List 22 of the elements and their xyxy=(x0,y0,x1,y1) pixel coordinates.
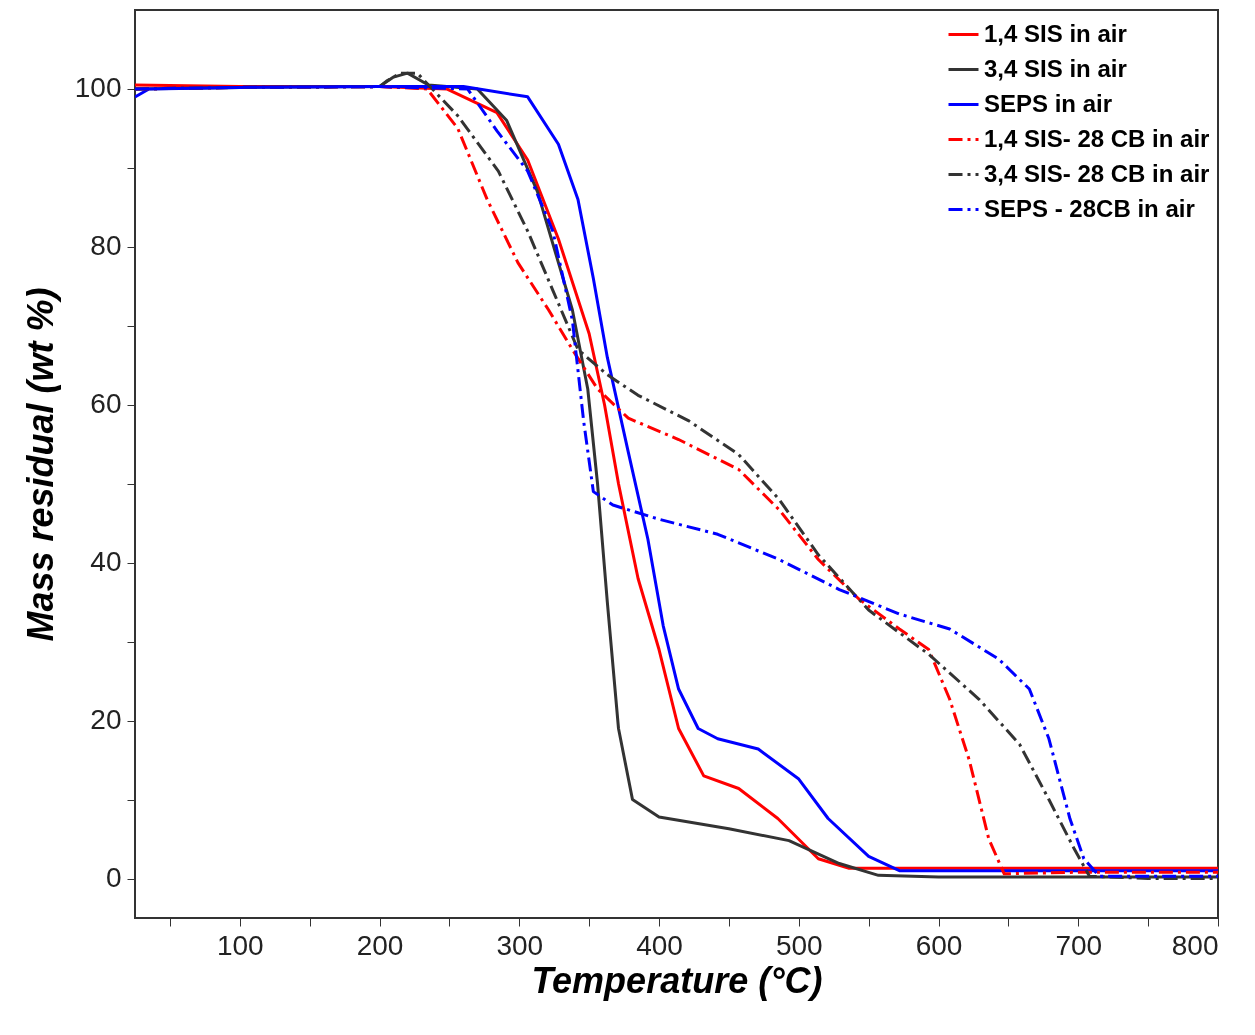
x-tick-label: 400 xyxy=(636,929,683,961)
y-tick-label: 0 xyxy=(105,862,122,894)
legend-label: SEPS in air xyxy=(984,89,1113,117)
legend-label: 3,4 SIS in air xyxy=(984,54,1127,82)
y-tick-label: 100 xyxy=(74,72,122,104)
y-axis-title: Mass residual (wt %) xyxy=(19,287,61,642)
x-tick-label: 200 xyxy=(356,929,404,961)
legend-label: 1,4 SIS- 28 CB in air xyxy=(984,124,1210,152)
legend-label: SEPS - 28CB in air xyxy=(984,194,1195,222)
x-tick-label: 700 xyxy=(1055,929,1103,961)
legend-label: 1,4 SIS in air xyxy=(984,19,1127,47)
x-axis-title: Temperature (°C) xyxy=(531,959,823,1001)
legend-label: 3,4 SIS- 28 CB in air xyxy=(984,159,1210,187)
x-tick-label: 100 xyxy=(216,929,264,961)
y-tick-label: 80 xyxy=(90,230,122,262)
y-tick-label: 20 xyxy=(90,704,122,736)
x-tick-label: 800 xyxy=(1171,929,1219,961)
x-tick-label: 500 xyxy=(775,929,823,961)
y-tick-label: 40 xyxy=(90,546,122,578)
x-tick-label: 600 xyxy=(915,929,963,961)
x-tick-label: 300 xyxy=(496,929,544,961)
y-tick-label: 60 xyxy=(90,388,122,420)
